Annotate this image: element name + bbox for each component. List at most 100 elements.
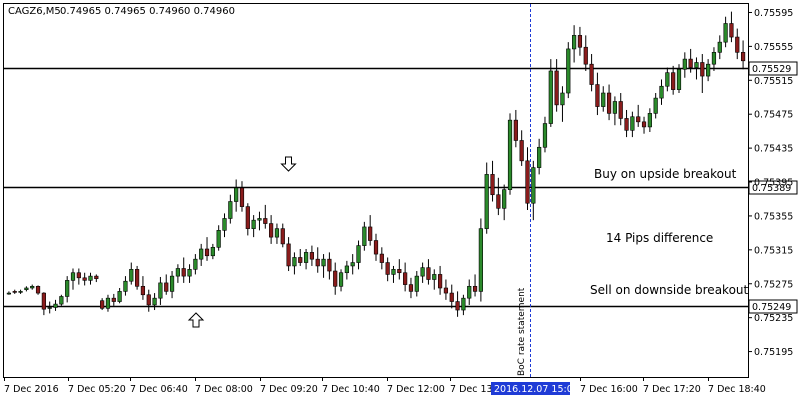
candle-body [653,97,658,114]
candle-body [210,246,215,257]
candle-body [245,206,250,229]
candle-body [706,63,711,77]
y-tick-label: 0.75275 [754,279,793,290]
candle-body [41,292,46,310]
candle-body [164,282,169,292]
candle-body [676,68,682,90]
candle-body [204,248,210,257]
candle-body [70,272,76,281]
candle-body [595,84,600,107]
event-label: BoC rate statement [517,287,527,376]
candle-body [123,280,128,292]
candle-body [292,257,297,267]
candle-body [30,285,35,289]
candle-body [426,267,431,280]
chart-header-quote: 0.74965 0.74965 0.74960 0.74960 [60,6,235,17]
candle-body [59,296,64,305]
candle-body [239,187,245,207]
candle-body [368,226,373,241]
candle-body [507,119,513,190]
candle-body [414,275,419,292]
candle-body [152,297,157,306]
x-tick-label: 7 Dec 13: [450,384,496,395]
candle-body [24,287,29,290]
buy-annotation: Buy on upside breakout [594,167,737,181]
candle-body [694,62,699,68]
up-arrow-marker [187,312,205,328]
candle-body [251,219,256,229]
candle-body [169,275,175,292]
candle-body [688,58,693,68]
candle-body [449,292,454,302]
candle-body [315,258,320,267]
candle-body [309,252,315,260]
candle-body [356,245,361,263]
candle-body [94,275,99,279]
x-tick-label: 7 Dec 2016 [4,384,59,395]
candle-body [327,258,332,272]
sell-annotation: Sell on downside breakout [590,283,749,297]
candle-body [740,52,746,62]
candle-body [432,274,437,280]
candle-body [577,35,583,48]
candle-body [117,291,122,302]
y-tick-label: 0.75195 [754,347,793,358]
candle-body [542,123,548,148]
candle-body [105,297,111,309]
candle-body [373,240,379,255]
candle-body [362,226,367,246]
level-label: 0.75249 [752,302,791,313]
candle-body [437,274,443,289]
candle-body [129,269,134,282]
level-label-box [748,61,798,76]
candle-body [531,167,536,204]
candle-body [717,41,722,53]
y-tick-label: 0.75435 [754,144,793,155]
candle-body [333,270,338,287]
candle-body [88,275,93,281]
candle-body [6,292,12,295]
y-tick-label: 0.75555 [754,42,793,53]
x-tick-label: 7 Dec 17:20 [643,384,701,395]
y-tick-label: 0.75315 [754,245,793,256]
candle-body [135,269,140,287]
level-label-box [748,180,798,195]
y-tick-label: 0.75235 [754,313,793,324]
down-arrow-marker [280,156,297,172]
x-tick-label: 7 Dec 06:40 [130,384,188,395]
candle-body [612,101,617,114]
candle-body [601,92,606,107]
event-time-text: 2016.12.07 15:00 [494,384,579,395]
candle-body [286,243,291,267]
x-tick-label: 7 Dec 16:00 [580,384,638,395]
candle-body [490,174,495,196]
candle-body [665,72,670,87]
candle-body [408,284,414,292]
x-tick-label: 7 Dec 09:20 [260,384,318,395]
candle-body [682,58,687,70]
candle-body [187,269,192,277]
chart-header: CAGZ6,M5 [8,6,61,17]
candle-body [455,301,460,311]
candle-body [618,101,623,119]
candle-body [484,174,489,229]
candle-body [461,297,466,311]
y-tick-label: 0.75515 [754,76,793,87]
candle-body [566,48,571,94]
candle-body [572,35,577,50]
candle-body [624,118,629,131]
candle-body [606,92,612,114]
candle-body [263,218,268,224]
candle-body [420,267,425,277]
candle-body [403,272,408,285]
candle-body [12,291,17,293]
candle-body [671,72,676,90]
candle-body [519,140,524,162]
candle-body [397,269,402,274]
candle-body [659,85,664,99]
candle-body [303,252,309,263]
y-tick-label: 0.75475 [754,110,793,121]
candle-body [257,218,262,221]
